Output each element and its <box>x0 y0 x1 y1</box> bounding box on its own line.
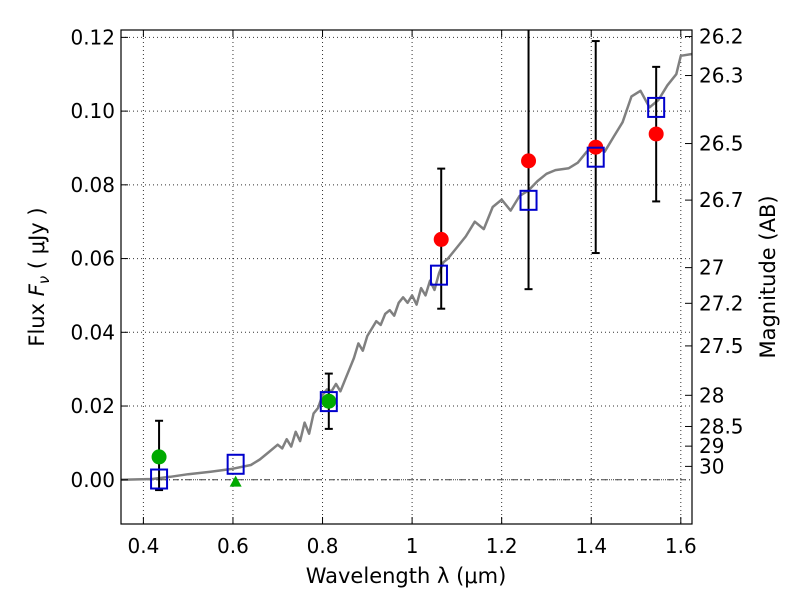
y-axis-label-sub: ν <box>35 276 53 284</box>
x-axis-label: Wavelength λ (μm) <box>306 564 507 588</box>
model-spectrum-line <box>120 52 693 482</box>
x-tick-label-2: 0.8 <box>307 534 339 558</box>
axis-labels: Wavelength λ (μm) Flux Fν ( μJy ) Magnit… <box>25 195 780 588</box>
x-tick-label-4: 1.2 <box>486 534 518 558</box>
magnitude-tick-label-1: 26.3 <box>699 64 744 88</box>
y-tick-label-0: 0.00 <box>70 468 115 492</box>
model-square-2 <box>319 391 338 413</box>
model-spectrum-layer <box>120 52 693 482</box>
model-square-0 <box>150 468 169 490</box>
x-tick-label-1: 0.6 <box>217 534 249 558</box>
green-data-point-1 <box>321 393 337 409</box>
y-tick-label-4: 0.08 <box>70 173 115 197</box>
red-data-point-0 <box>433 231 449 247</box>
magnitude-tick-label-7: 28 <box>699 383 724 407</box>
y-tick-label-1: 0.02 <box>70 394 115 418</box>
plot-area <box>121 30 692 524</box>
y-tick-label-3: 0.06 <box>70 247 115 271</box>
upper-limit-triangle-0 <box>229 475 242 487</box>
model-square-6 <box>647 96 666 118</box>
y-axis-label: Flux Fν ( μJy ) <box>25 207 53 346</box>
x-tick-label-3: 1 <box>406 534 419 558</box>
markers-layer <box>150 96 666 490</box>
model-square-1 <box>226 453 245 475</box>
magnitude-tick-label-0: 26.2 <box>699 25 744 49</box>
magnitude-tick-label-6: 27.5 <box>699 334 744 358</box>
magnitude-tick-label-2: 26.5 <box>699 132 744 156</box>
axes-border <box>120 29 693 525</box>
red-data-point-1 <box>521 153 537 169</box>
y-tick-label-6: 0.12 <box>70 25 115 49</box>
grid <box>121 30 692 524</box>
y-axis-label-units: ( μJy ) <box>25 207 49 275</box>
red-data-point-3 <box>648 126 664 142</box>
green-data-point-0 <box>151 449 167 465</box>
x-tick-label-6: 1.6 <box>665 534 697 558</box>
model-square-5 <box>586 146 605 168</box>
y-axis-label-symbol: F <box>25 283 49 296</box>
x-tick-label-5: 1.4 <box>575 534 607 558</box>
y-axis-label-main: Flux <box>25 296 49 346</box>
magnitude-tick-label-8: 28.5 <box>699 414 744 438</box>
magnitude-tick-label-3: 26.7 <box>699 188 744 212</box>
model-square-3 <box>429 264 448 286</box>
y-tick-label-5: 0.10 <box>70 99 115 123</box>
magnitude-tick-label-10: 30 <box>699 454 724 478</box>
y-tick-label-2: 0.04 <box>70 320 115 344</box>
right-axis-label: Magnitude (AB) <box>756 195 780 358</box>
axes-frame: 0.4 0.6 0.8 1 1.2 1.4 1.6 0.00 0.02 0.04 0.06 0.08 0… <box>70 25 743 558</box>
magnitude-tick-label-9: 29 <box>699 434 724 458</box>
x-tick-label-0: 0.4 <box>127 534 159 558</box>
magnitude-tick-label-5: 27.2 <box>699 291 744 315</box>
model-square-4 <box>519 189 538 211</box>
magnitude-tick-label-4: 27 <box>699 256 724 280</box>
